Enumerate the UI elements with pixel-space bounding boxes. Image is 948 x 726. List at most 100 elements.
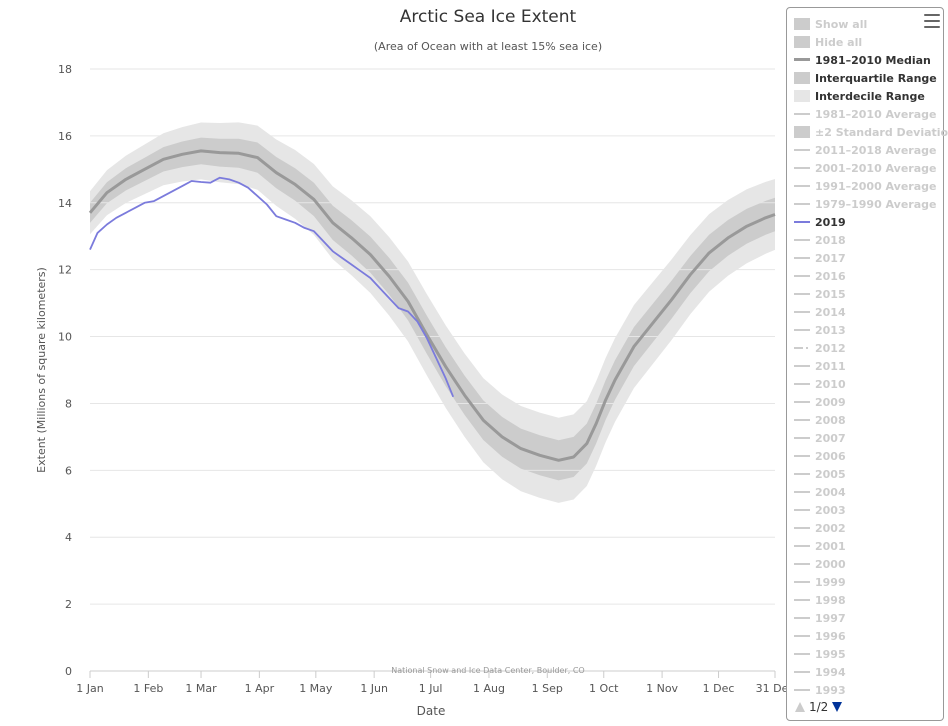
band-interquartile-range bbox=[90, 137, 775, 481]
legend-symbol-icon bbox=[794, 144, 810, 156]
legend-item[interactable]: 2011 bbox=[794, 357, 846, 375]
x-axis-label: Date bbox=[417, 704, 446, 718]
legend-symbol-icon bbox=[794, 414, 810, 426]
legend-item[interactable]: 1998 bbox=[794, 591, 846, 609]
legend-label: 2019 bbox=[815, 215, 846, 229]
x-tick-label: 1 Mar bbox=[185, 682, 217, 695]
legend-item[interactable]: 1996 bbox=[794, 627, 846, 645]
legend-label: 1999 bbox=[815, 575, 846, 589]
legend-item[interactable]: 2009 bbox=[794, 393, 846, 411]
pager-up-arrow-icon[interactable] bbox=[795, 702, 805, 712]
legend-item[interactable]: 2011–2018 Average bbox=[794, 141, 937, 159]
legend-item[interactable]: 2012 bbox=[794, 339, 846, 357]
legend-symbol-icon bbox=[794, 432, 810, 444]
legend-item[interactable]: 2001 bbox=[794, 537, 846, 555]
legend-symbol-icon bbox=[794, 252, 810, 264]
legend-item[interactable]: 1999 bbox=[794, 573, 846, 591]
legend-item[interactable]: 2008 bbox=[794, 411, 846, 429]
legend-label: 2011 bbox=[815, 359, 846, 373]
legend-symbol-icon bbox=[794, 216, 810, 228]
y-tick-label: 12 bbox=[58, 264, 72, 277]
legend-symbol-icon bbox=[794, 18, 810, 30]
legend-symbol-icon bbox=[794, 666, 810, 678]
x-tick-label: 1 Apr bbox=[245, 682, 275, 695]
legend-label: Interquartile Range bbox=[815, 71, 937, 85]
legend-item[interactable]: 1993 bbox=[794, 681, 846, 699]
legend-label: 2013 bbox=[815, 323, 846, 337]
legend-label: 1981–2010 Median bbox=[815, 53, 931, 67]
legend-label: 2001–2010 Average bbox=[815, 161, 937, 175]
legend-symbol-icon bbox=[794, 162, 810, 174]
x-tick-label: 1 Aug bbox=[473, 682, 505, 695]
legend-item[interactable]: 1981–2010 Median bbox=[794, 51, 931, 69]
legend-item[interactable]: 2007 bbox=[794, 429, 846, 447]
legend-item[interactable]: 2013 bbox=[794, 321, 846, 339]
legend-item[interactable]: 1995 bbox=[794, 645, 846, 663]
legend-item[interactable]: 1997 bbox=[794, 609, 846, 627]
legend-item[interactable]: Interdecile Range bbox=[794, 87, 925, 105]
x-tick-label: 1 Sep bbox=[532, 682, 563, 695]
legend-symbol-icon bbox=[794, 468, 810, 480]
legend-item[interactable]: 2005 bbox=[794, 465, 846, 483]
x-tick-label: 1 Oct bbox=[589, 682, 619, 695]
legend-item[interactable]: 2003 bbox=[794, 501, 846, 519]
legend-item[interactable]: 1981–2010 Average bbox=[794, 105, 937, 123]
y-tick-label: 16 bbox=[58, 130, 72, 143]
legend-label: 2006 bbox=[815, 449, 846, 463]
legend-label: 2000 bbox=[815, 557, 846, 571]
y-tick-label: 2 bbox=[65, 598, 72, 611]
x-tick-label: 1 Nov bbox=[646, 682, 678, 695]
legend-label: 1979–1990 Average bbox=[815, 197, 937, 211]
legend-symbol-icon bbox=[794, 612, 810, 624]
legend-item[interactable]: 2016 bbox=[794, 267, 846, 285]
chart-credit: National Snow and Ice Data Center, Bould… bbox=[391, 666, 584, 675]
legend-item[interactable]: 1994 bbox=[794, 663, 846, 681]
sea-ice-chart: 0 2 4 6 8 10 12 14 16 18 1 Jan 1 Feb 1 Mar 1 Apr 1 Ma… bbox=[35, 7, 786, 718]
legend-label: 2004 bbox=[815, 485, 846, 499]
legend-symbol-icon bbox=[794, 684, 810, 696]
legend-item[interactable]: 1991–2000 Average bbox=[794, 177, 937, 195]
legend-item[interactable]: 1979–1990 Average bbox=[794, 195, 937, 213]
legend-symbol-icon bbox=[794, 504, 810, 516]
legend-symbol-icon bbox=[794, 378, 810, 390]
legend-label: 1998 bbox=[815, 593, 846, 607]
y-tick-label: 8 bbox=[65, 397, 72, 410]
legend-label: 2014 bbox=[815, 305, 846, 319]
legend-label: 2005 bbox=[815, 467, 846, 481]
legend-symbol-icon bbox=[794, 234, 810, 246]
legend-label: ±2 Standard Deviations bbox=[815, 125, 948, 139]
legend-symbol-icon bbox=[794, 648, 810, 660]
legend-item[interactable]: 2014 bbox=[794, 303, 846, 321]
legend-symbol-icon bbox=[794, 72, 810, 84]
legend-item[interactable]: 2002 bbox=[794, 519, 846, 537]
legend-item[interactable]: 2015 bbox=[794, 285, 846, 303]
legend-symbol-icon bbox=[794, 36, 810, 48]
legend-label: 2015 bbox=[815, 287, 846, 301]
legend-item[interactable]: 2010 bbox=[794, 375, 846, 393]
legend-symbol-icon bbox=[794, 450, 810, 462]
x-tick-label: 1 Jul bbox=[419, 682, 443, 695]
legend-symbol-icon bbox=[794, 54, 810, 66]
legend-symbol-icon bbox=[794, 270, 810, 282]
legend-item[interactable]: 2001–2010 Average bbox=[794, 159, 937, 177]
legend-item[interactable]: 2000 bbox=[794, 555, 846, 573]
legend-item[interactable]: 2006 bbox=[794, 447, 846, 465]
legend-item[interactable]: 2019 bbox=[794, 213, 846, 231]
legend-label: 2001 bbox=[815, 539, 846, 553]
legend-symbol-icon bbox=[794, 486, 810, 498]
pager-down-arrow-icon[interactable] bbox=[832, 702, 843, 712]
legend-symbol-icon bbox=[794, 342, 810, 354]
legend-item[interactable]: 2004 bbox=[794, 483, 846, 501]
legend-item[interactable]: Show all bbox=[794, 15, 867, 33]
legend-label: 1996 bbox=[815, 629, 846, 643]
legend-item[interactable]: Interquartile Range bbox=[794, 69, 937, 87]
legend-symbol-icon bbox=[794, 576, 810, 588]
legend-item[interactable]: 2018 bbox=[794, 231, 846, 249]
legend-item[interactable]: Hide all bbox=[794, 33, 862, 51]
chart-title: Arctic Sea Ice Extent bbox=[400, 7, 577, 27]
legend-item[interactable]: 2017 bbox=[794, 249, 846, 267]
legend-label: 1997 bbox=[815, 611, 846, 625]
x-tick-label: 1 Jun bbox=[360, 682, 388, 695]
hamburger-menu-icon[interactable] bbox=[924, 14, 940, 28]
legend-item[interactable]: ±2 Standard Deviations bbox=[794, 123, 948, 141]
